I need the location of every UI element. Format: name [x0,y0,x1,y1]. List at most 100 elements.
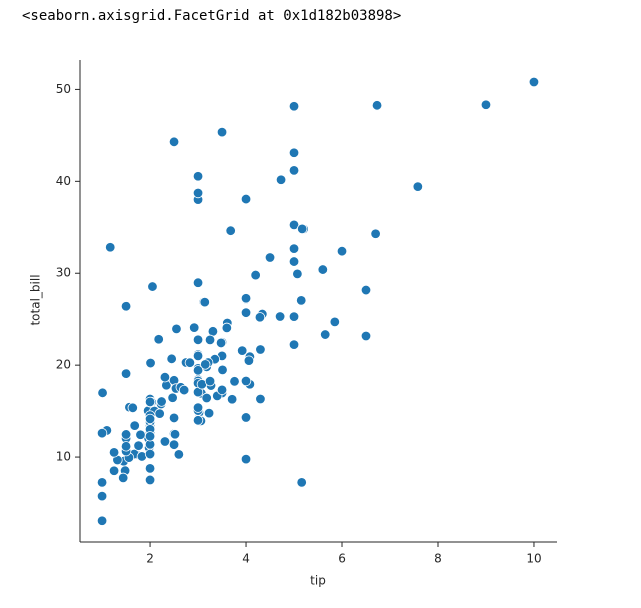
point [169,137,179,147]
point [160,372,170,382]
point [293,269,303,279]
point [275,312,285,322]
point [337,246,347,256]
point [205,376,215,386]
point [193,403,203,413]
point [145,414,155,424]
point [217,127,227,137]
point [230,377,240,387]
point [208,327,218,337]
point [296,296,306,306]
point [145,397,155,407]
point [193,366,203,376]
point [185,358,195,368]
point [289,148,299,158]
point [174,450,184,460]
point [193,188,203,198]
point [241,454,251,464]
point [134,441,144,451]
point [154,334,164,344]
point [205,335,215,345]
point [413,182,423,192]
point [255,312,265,322]
point [130,421,140,431]
x-tick-label: 4 [242,552,250,566]
point [256,345,266,355]
point [289,244,299,254]
y-tick-label: 50 [56,82,71,96]
point [202,393,212,403]
y-tick-label: 20 [56,358,71,372]
point [167,354,177,364]
point [193,351,203,361]
point [289,257,299,267]
x-tick-label: 2 [146,552,154,566]
point [109,466,119,476]
point [146,358,156,368]
point [160,437,170,447]
point [168,393,178,403]
point [193,416,203,426]
point [241,293,251,303]
point [169,440,179,450]
chart: tip total_bill 1020304050246810 [0,0,641,608]
point [148,282,158,292]
point [204,408,214,418]
x-axis-label: tip [310,574,326,588]
y-tick-label: 30 [56,266,71,280]
point [222,323,232,333]
point [97,491,107,501]
point [320,330,330,340]
point [145,431,155,441]
point [330,317,340,327]
y-tick-label: 40 [56,174,71,188]
point [226,226,236,236]
point [481,100,491,110]
point [200,297,210,307]
point [244,356,254,366]
point [97,516,107,526]
point [251,270,261,280]
point [256,394,266,404]
x-tick-label: 10 [526,552,541,566]
point [172,324,182,334]
point [289,101,299,111]
point [361,285,371,295]
point [169,413,179,423]
point [98,388,108,398]
point [318,265,328,275]
point [145,449,155,459]
point [241,376,251,386]
point [241,308,251,318]
y-axis-label: total_bill [29,274,43,325]
point [170,429,180,439]
point [371,229,381,239]
point [529,77,539,87]
point [289,166,299,176]
point [193,171,203,181]
point [145,464,155,474]
point [121,430,131,440]
point [121,369,131,379]
point [97,428,107,438]
point [193,335,203,345]
point [361,331,371,341]
point [109,448,119,458]
point [121,442,131,452]
point [216,338,226,348]
point [297,224,307,234]
point [372,101,382,111]
point [136,430,146,440]
point [179,385,189,395]
point [217,385,227,395]
point [289,312,299,322]
point [189,323,199,333]
point [118,473,128,483]
point [265,253,275,263]
point [297,478,307,488]
x-tick-label: 8 [434,552,442,566]
point [193,278,203,288]
point [97,478,107,488]
point [105,242,115,252]
point [145,475,155,485]
